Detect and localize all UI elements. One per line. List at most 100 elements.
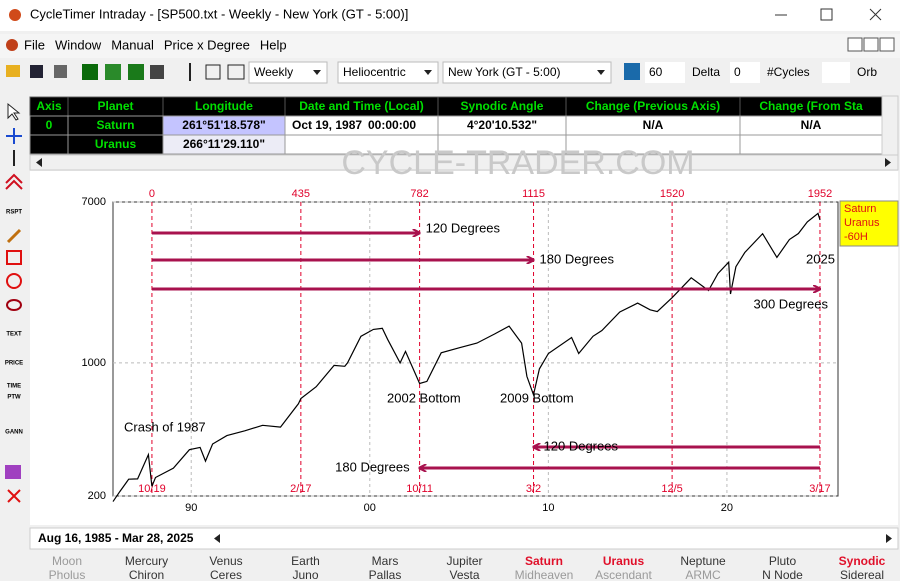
bars2-icon[interactable] (227, 64, 245, 80)
tool-label[interactable]: TEXT (6, 332, 22, 338)
tool-label[interactable]: GANN (5, 430, 23, 436)
planet-label[interactable]: Mercury (125, 554, 168, 568)
interval: Weekly (254, 65, 293, 79)
planet-label[interactable]: Juno (292, 568, 318, 581)
planet-label[interactable]: N Node (762, 568, 803, 581)
menu-item[interactable]: Price x Degree (164, 37, 250, 52)
planet-label[interactable]: Pholus (49, 568, 86, 581)
cycle-week-label: 1520 (660, 188, 684, 200)
planet-label[interactable]: Pallas (369, 568, 402, 581)
planet-table: Axis Planet Longitude Date and Time (Local)… (29, 96, 883, 155)
print-icon[interactable] (54, 65, 67, 78)
cross-tool[interactable] (6, 128, 22, 144)
header-text: Change (From Sta (759, 99, 863, 113)
header-text: Date and Time (Local) (299, 99, 423, 113)
tool-label[interactable]: PRICE (5, 361, 23, 367)
tool-column (0, 94, 28, 534)
planet-label[interactable]: Jupiter (446, 554, 482, 568)
planet-label[interactable]: Mars (372, 554, 399, 568)
planet-label[interactable]: Ascendant (595, 568, 652, 581)
mdi-restore[interactable] (863, 37, 879, 52)
degree-label: 300 Degrees (754, 296, 829, 311)
planet-label[interactable]: Midheaven (515, 568, 574, 581)
rect-tool[interactable] (6, 250, 22, 265)
planet-label[interactable]: Moon (52, 554, 82, 568)
circle-tool[interactable] (6, 273, 22, 289)
timezone-select[interactable] (442, 61, 612, 84)
degree-label: 180 Degrees (335, 459, 410, 474)
planet-button[interactable] (743, 551, 822, 581)
color-tool[interactable] (5, 465, 21, 479)
planet-button[interactable] (28, 551, 106, 581)
table-vscroll[interactable] (881, 95, 899, 157)
planet-button[interactable] (346, 551, 424, 581)
pencil-tool[interactable] (6, 228, 22, 244)
legend-text: Uranus (844, 217, 880, 229)
planet-label[interactable]: Uranus (603, 554, 645, 568)
coordinate-select[interactable] (337, 61, 439, 84)
tools-icon[interactable] (150, 65, 164, 79)
planet-button[interactable] (107, 551, 186, 581)
x-tick-label: 20 (721, 502, 733, 514)
pointer-tool[interactable] (7, 102, 21, 121)
planet-label[interactable]: Neptune (680, 554, 726, 568)
planet-label[interactable]: Sidereal (840, 568, 884, 581)
menu-item[interactable]: File (24, 37, 45, 52)
cycles-label: #Cycles (767, 65, 810, 79)
x-tick-label: 00 (364, 502, 376, 514)
menu-item[interactable]: Window (55, 37, 102, 52)
planet-button[interactable] (584, 551, 663, 581)
open-icon[interactable] (6, 65, 20, 77)
zig-tool[interactable] (5, 173, 23, 190)
planet-button[interactable] (664, 551, 742, 581)
planet-label[interactable]: Venus (209, 554, 242, 568)
y-tick-label: 1000 (82, 357, 106, 369)
planet-button[interactable] (505, 551, 583, 581)
grid-icon[interactable] (105, 64, 121, 80)
delete-tool[interactable] (7, 489, 21, 503)
maximize[interactable] (820, 8, 833, 21)
tool-label[interactable]: RSPT (6, 210, 22, 216)
cycles-input[interactable] (822, 62, 850, 83)
planet-label[interactable]: Saturn (525, 554, 563, 568)
save-icon[interactable] (30, 65, 43, 78)
cycle-date-label: 3/2 (526, 483, 541, 495)
mdi-min[interactable] (847, 37, 863, 52)
planet-button[interactable] (823, 551, 900, 581)
planet-label[interactable]: Ceres (210, 568, 242, 581)
cycle-date-label: 2/17 (290, 483, 311, 495)
legend-text: -60H (844, 231, 868, 243)
planet-button[interactable] (187, 551, 265, 581)
chart-icon[interactable] (82, 64, 98, 80)
y-tick-label: 7000 (82, 196, 106, 208)
table-hscroll[interactable] (29, 154, 899, 171)
calc-icon[interactable] (624, 63, 640, 80)
planet-label[interactable]: Vesta (449, 568, 479, 581)
tool-label[interactable]: PTW (7, 395, 21, 401)
planet-label[interactable]: Pluto (769, 554, 797, 568)
mdi-close[interactable] (879, 37, 895, 52)
delta-input[interactable] (730, 62, 760, 83)
menu-item[interactable]: Manual (111, 37, 154, 52)
planet-label[interactable]: Chiron (129, 568, 164, 581)
title-bar (0, 0, 900, 31)
bars-icon[interactable] (205, 64, 221, 80)
planet-button[interactable] (425, 551, 504, 581)
dropdown-arrow (424, 70, 432, 75)
annotation: Crash of 1987 (124, 419, 206, 434)
e-icon[interactable] (128, 64, 144, 80)
menu-item[interactable]: Help (260, 37, 287, 52)
count-input[interactable] (645, 62, 685, 83)
ellipse-tool[interactable] (6, 299, 22, 311)
cycle-week-label: 1952 (808, 188, 832, 200)
tool-label[interactable]: TIME (7, 384, 21, 390)
planet-label[interactable]: Earth (291, 554, 320, 568)
interval-select[interactable] (248, 61, 328, 84)
header-text: Change (Previous Axis) (586, 99, 720, 113)
planet-label[interactable]: ARMC (685, 568, 721, 581)
close[interactable] (869, 8, 882, 21)
cell-text: N/A (801, 118, 822, 132)
planet-label[interactable]: Synodic (839, 554, 886, 568)
planet-button[interactable] (266, 551, 345, 581)
